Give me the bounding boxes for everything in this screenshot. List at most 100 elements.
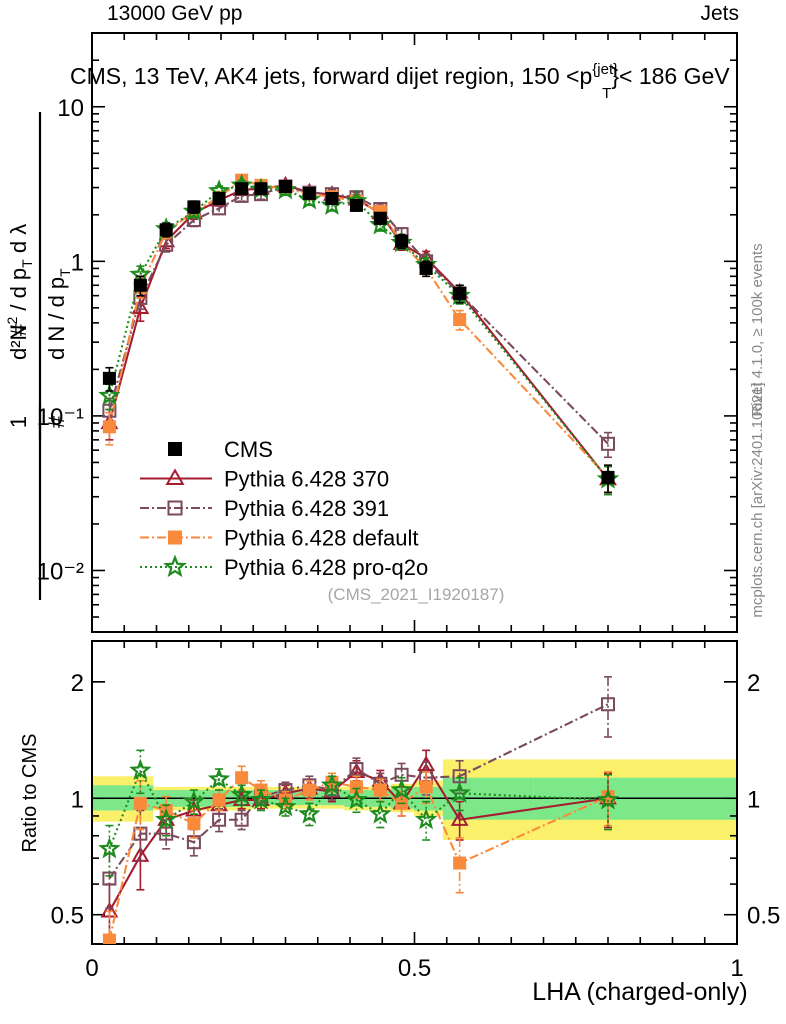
marker-open-star	[163, 554, 187, 578]
marker-open-square	[102, 871, 117, 886]
y-axis-ticks-main	[92, 32, 737, 633]
marker-open-star	[298, 802, 321, 824]
marker-open-star	[98, 837, 121, 859]
main-plot-series	[98, 173, 620, 496]
y-tick-label-ratio: 2	[71, 670, 84, 697]
header-beam-label: 13000 GeV pp	[107, 2, 243, 25]
series-line	[108, 703, 609, 880]
series-line	[108, 767, 609, 850]
series-line	[108, 185, 609, 445]
marker-filled-square	[212, 191, 226, 205]
series-line	[108, 776, 609, 941]
marker-filled-square	[601, 470, 615, 484]
y-tick-label-ratio: 1	[71, 786, 84, 813]
marker-filled-square	[419, 780, 433, 794]
marker-filled-square	[373, 783, 387, 797]
rivet-version-label: Rivet 4.1.0, ≥ 100k events	[749, 243, 766, 416]
y-tick-label-ratio: 0.5	[51, 903, 84, 930]
ylabel-one: 1	[6, 416, 31, 428]
marker-filled-square	[453, 286, 467, 300]
x-tick-label: 0.5	[398, 955, 431, 982]
y-tick-label-main: 10⁻²	[37, 558, 84, 585]
x-tick-label: 0	[85, 955, 98, 982]
marker-open-square	[167, 500, 183, 516]
marker-open-square	[349, 762, 364, 777]
series-cms	[102, 179, 615, 494]
marker-filled-square	[187, 817, 201, 831]
ratio-plot-series	[98, 676, 620, 944]
y-tick-label-main: 1	[71, 249, 84, 276]
marker-open-triangle	[450, 810, 469, 826]
legend: CMS Pythia 6.428 370 Pythia 6.428 391 Pythi…	[140, 437, 428, 580]
marker-filled-square	[453, 313, 467, 327]
marker-filled-square	[373, 211, 387, 225]
ylabel-hash: #	[44, 415, 69, 428]
marker-open-square	[601, 436, 615, 451]
marker-filled-square	[187, 200, 201, 214]
marker-filled-square	[419, 261, 433, 275]
y-axis-label-ratio: Ratio to CMS	[19, 734, 41, 853]
x-axis-ticks	[91, 641, 738, 944]
marker-filled-square	[235, 182, 249, 196]
marker-open-star	[345, 788, 368, 810]
marker-filled-square	[168, 442, 182, 456]
marker-filled-square	[168, 530, 182, 545]
marker-open-star	[154, 807, 178, 830]
header-category-label: Jets	[700, 2, 739, 25]
y-tick-label-ratio-right: 0.5	[747, 903, 780, 930]
series-pythia-6-428-pro-q2o	[98, 749, 620, 877]
marker-filled-square	[235, 771, 249, 785]
marker-open-star	[390, 778, 413, 800]
marker-open-star	[448, 781, 471, 803]
marker-open-square	[159, 826, 174, 841]
marker-open-star	[596, 788, 620, 810]
marker-open-star	[320, 773, 344, 795]
marker-filled-square	[453, 856, 467, 870]
marker-open-star	[98, 383, 121, 406]
mcplots-source-label: mcplots.cern.ch [arXiv:2401.10621]	[749, 382, 766, 617]
marker-filled-square	[133, 278, 147, 292]
legend-label: Pythia 6.428 pro-q2o	[224, 555, 428, 580]
marker-filled-square	[102, 933, 116, 944]
marker-filled-square	[349, 780, 363, 794]
series-line	[108, 179, 609, 479]
marker-open-star	[414, 807, 438, 830]
series-line	[108, 762, 609, 912]
marker-open-star	[182, 789, 206, 812]
marker-open-star	[369, 802, 392, 824]
ylabel-denominator: d N / d pT	[44, 268, 73, 360]
marker-filled-square	[212, 793, 226, 807]
legend-label: Pythia 6.428 default	[224, 526, 418, 551]
marker-open-star	[274, 795, 297, 817]
y-tick-label-ratio-right: 2	[747, 670, 760, 697]
y-tick-label-ratio-right: 1	[747, 786, 760, 813]
legend-label: Pythia 6.428 391	[224, 496, 389, 521]
x-axis-label: LHA (charged-only)	[532, 978, 747, 1006]
y-tick-label-main: 10	[57, 95, 84, 122]
plot-title: CMS, 13 TeV, AK4 jets, forward dijet reg…	[70, 61, 730, 102]
marker-open-square	[601, 697, 615, 712]
marker-filled-square	[395, 234, 409, 248]
marker-filled-square	[102, 420, 116, 434]
marker-filled-square	[302, 186, 316, 200]
marker-filled-square	[159, 223, 173, 237]
marker-filled-square	[302, 783, 316, 797]
legend-label: CMS	[224, 437, 273, 462]
marker-open-square	[234, 812, 249, 827]
legend-label: Pythia 6.428 370	[224, 467, 389, 492]
marker-filled-square	[102, 371, 116, 385]
marker-filled-square	[279, 179, 292, 193]
marker-open-star	[129, 758, 152, 780]
y-axis-ticks-ratio	[92, 681, 737, 916]
watermark-label: (CMS_2021_I1920187)	[328, 585, 505, 604]
x-tick-label: 1	[730, 955, 743, 982]
ylabel-hash-left: #	[6, 323, 31, 336]
x-axis-ticks	[91, 33, 738, 632]
marker-open-star	[249, 788, 273, 810]
marker-open-square	[212, 812, 227, 827]
marker-open-star	[230, 783, 253, 805]
marker-open-triangle	[165, 468, 185, 486]
marker-filled-square	[133, 796, 147, 810]
y-tick-label-main: 10⁻¹	[37, 404, 84, 431]
